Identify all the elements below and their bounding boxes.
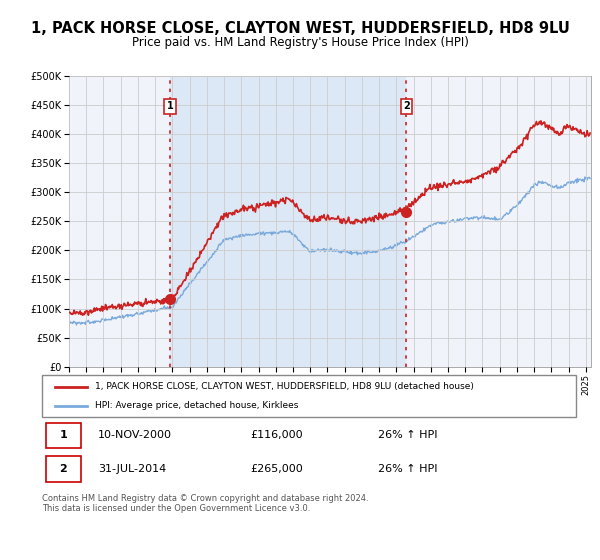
- Text: 26% ↑ HPI: 26% ↑ HPI: [379, 431, 438, 441]
- Text: £265,000: £265,000: [250, 464, 303, 474]
- Text: 10-NOV-2000: 10-NOV-2000: [98, 431, 172, 441]
- Bar: [170, 76, 406, 367]
- Text: 2: 2: [403, 101, 410, 111]
- FancyBboxPatch shape: [42, 375, 576, 417]
- Text: 2: 2: [59, 464, 67, 474]
- Text: 1, PACK HORSE CLOSE, CLAYTON WEST, HUDDERSFIELD, HD8 9LU: 1, PACK HORSE CLOSE, CLAYTON WEST, HUDDE…: [31, 21, 569, 36]
- Text: 31-JUL-2014: 31-JUL-2014: [98, 464, 166, 474]
- Text: Contains HM Land Registry data © Crown copyright and database right 2024.
This d: Contains HM Land Registry data © Crown c…: [42, 494, 368, 514]
- FancyBboxPatch shape: [46, 456, 81, 482]
- Text: 26% ↑ HPI: 26% ↑ HPI: [379, 464, 438, 474]
- Text: 1: 1: [167, 101, 173, 111]
- Text: 1, PACK HORSE CLOSE, CLAYTON WEST, HUDDERSFIELD, HD8 9LU (detached house): 1, PACK HORSE CLOSE, CLAYTON WEST, HUDDE…: [95, 382, 474, 391]
- Text: HPI: Average price, detached house, Kirklees: HPI: Average price, detached house, Kirk…: [95, 402, 299, 410]
- Text: £116,000: £116,000: [250, 431, 303, 441]
- Text: 1: 1: [59, 431, 67, 441]
- Text: Price paid vs. HM Land Registry's House Price Index (HPI): Price paid vs. HM Land Registry's House …: [131, 36, 469, 49]
- FancyBboxPatch shape: [46, 423, 81, 449]
